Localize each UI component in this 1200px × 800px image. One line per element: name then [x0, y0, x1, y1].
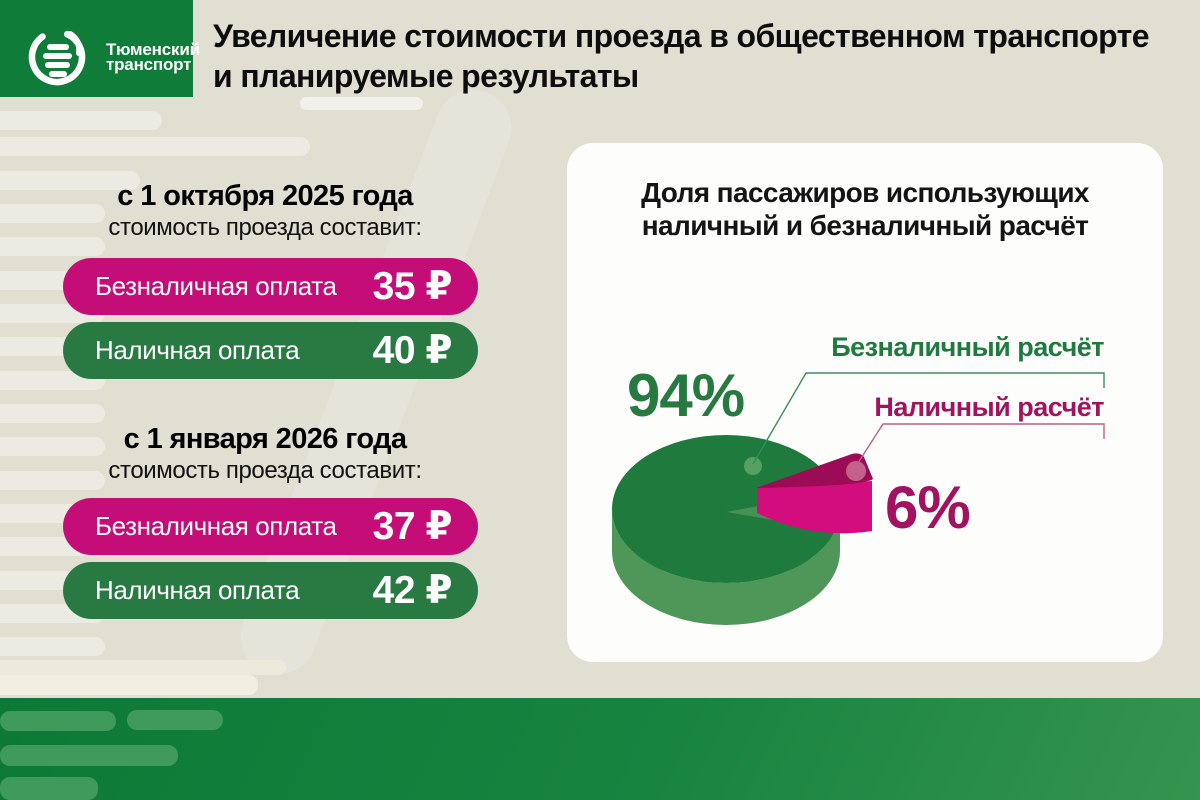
section1-subheading: стоимость проезда составит: [108, 214, 422, 241]
leader-line-green [752, 372, 1105, 465]
chart-title-line1: Доля пассажиров использующих [641, 177, 1089, 208]
background-stripe [0, 437, 105, 456]
footer-decor-bar [0, 777, 98, 800]
brand-block: Тюменский транспорт [0, 0, 200, 97]
background-stripe [0, 637, 105, 656]
page-title: Увеличение стоимости проезда в обществен… [213, 16, 1153, 96]
legend-cash-label: Наличный расчёт [874, 392, 1104, 422]
brand-name-line1: Тюменский [106, 40, 200, 59]
pie-value-cash: 6% [885, 474, 971, 541]
fare-label: Безналичная оплата [95, 271, 337, 301]
fare-value: 37 ₽ [372, 505, 453, 548]
page-title-line1: Увеличение стоимости проезда в обществен… [213, 18, 1150, 54]
pie-slice-magenta-top [756, 453, 873, 488]
fare-value: 35 ₽ [372, 265, 453, 308]
background-stripe [0, 137, 310, 156]
background-stripe [0, 404, 105, 423]
background-stripe [0, 171, 140, 190]
footer-decor-bar [127, 710, 223, 730]
background-stripe [0, 660, 286, 675]
footer-band [0, 698, 1200, 800]
pie-slice-magenta-side [757, 481, 872, 534]
fare-value: 40 ₽ [372, 329, 453, 372]
background-stripe [0, 237, 105, 256]
background-stripe [0, 111, 162, 130]
fare-row-cash-2025: Наличная оплата 40 ₽ [63, 322, 478, 379]
section2-date-heading: с 1 января 2026 года [123, 423, 407, 455]
section1-date-heading: с 1 октября 2025 года [117, 180, 413, 212]
leader-line-magenta [857, 423, 1105, 464]
legend-cashless-label: Безналичный расчёт [831, 332, 1104, 362]
page-title-line2: и планируемые результаты [213, 58, 639, 94]
pie-chart [612, 372, 1105, 625]
brand-name: Тюменский транспорт [106, 40, 200, 74]
transport-logo-icon [28, 28, 86, 86]
fare-label: Наличная оплата [95, 575, 300, 605]
brand-name-line2: транспорт [106, 55, 192, 74]
background-stripe [0, 204, 105, 223]
chart-title-line2: наличный и безналичный расчёт [641, 210, 1089, 241]
pie-top-green-slice [612, 435, 840, 583]
fare-value: 42 ₽ [372, 569, 453, 612]
pie-chart-card: Доля пассажиров использующих наличный и … [567, 143, 1163, 662]
fare-label: Безналичная оплата [95, 511, 337, 541]
pie-side [612, 509, 840, 625]
pie-value-cashless: 94% [627, 362, 745, 429]
background-stripe [0, 675, 258, 695]
fare-label: Наличная оплата [95, 335, 300, 365]
leader-dot-magenta [846, 461, 866, 481]
background-stripe [0, 471, 105, 490]
footer-decor-bar [0, 711, 116, 731]
fare-row-cash-2026: Наличная оплата 42 ₽ [63, 562, 478, 619]
leader-dot-green [744, 457, 762, 475]
footer-decor-bar [0, 745, 178, 766]
chart-title: Доля пассажиров использующих наличный и … [567, 176, 1163, 242]
fare-row-cashless-2026: Безналичная оплата 37 ₽ [63, 498, 478, 555]
fare-row-cashless-2025: Безналичная оплата 35 ₽ [63, 258, 478, 315]
section2-subheading: стоимость проезда составит: [108, 457, 422, 484]
background-stripe [300, 97, 423, 110]
